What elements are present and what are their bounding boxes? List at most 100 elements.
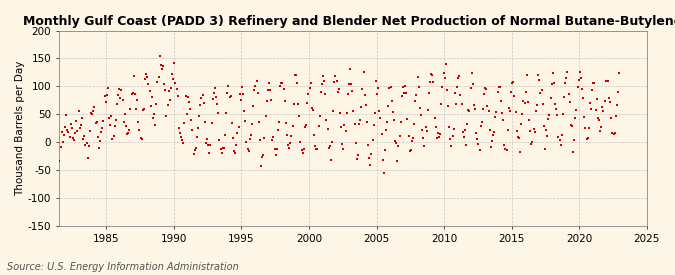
Point [562,70,573,75]
Point [242,147,253,151]
Point [151,102,162,106]
Point [219,133,230,137]
Point [302,101,313,106]
Point [532,102,543,107]
Point [177,138,188,142]
Point [458,135,469,139]
Point [543,117,554,121]
Point [389,139,400,143]
Point [531,109,541,113]
Point [605,100,616,104]
Point [554,138,565,142]
Point [396,94,407,98]
Point [136,137,147,141]
Point [401,90,412,95]
Point [175,131,186,136]
Point [123,130,134,135]
Point [211,95,221,99]
Point [323,145,334,150]
Point [221,111,232,115]
Point [142,75,153,79]
Point [375,116,386,120]
Point [171,87,182,91]
Point [79,134,90,138]
Point [263,81,274,86]
Point [517,112,528,116]
Point [332,90,343,95]
Point [51,146,61,150]
Point [217,146,228,151]
Point [192,135,202,139]
Point [435,132,446,136]
Point [273,120,284,124]
Point [512,128,522,133]
Point [356,104,367,109]
Point [338,147,349,152]
Point [340,129,351,133]
Point [561,76,572,80]
Point [427,73,437,78]
Point [196,96,207,100]
Point [186,118,196,122]
Point [383,103,394,108]
Point [296,148,307,153]
Point [328,109,339,113]
Point [570,116,580,120]
Point [173,125,184,130]
Point [512,135,523,139]
Point [429,115,440,120]
Point [408,136,418,140]
Point [199,120,210,124]
Point [485,145,496,149]
Point [325,144,335,148]
Point [184,100,194,104]
Point [453,76,464,81]
Point [106,113,117,118]
Point [319,79,329,83]
Point [269,147,280,151]
Point [441,88,452,92]
Point [250,83,261,88]
Point [566,124,577,128]
Point [416,128,427,132]
Point [223,84,234,88]
Point [587,87,597,92]
Point [200,141,211,145]
Point [497,111,508,116]
Point [526,142,537,146]
Point [66,126,77,131]
Point [482,104,493,108]
Point [239,109,250,113]
Point [589,80,600,85]
Point [109,124,120,129]
Point [317,82,327,86]
Point [209,91,219,96]
Point [233,125,244,130]
Point [371,79,381,83]
Point [352,157,362,161]
Point [369,111,380,116]
Point [117,98,128,102]
Point [68,136,78,140]
Point [293,101,304,106]
Point [331,79,342,83]
Point [138,108,148,112]
Point [409,122,420,127]
Point [347,88,358,93]
Point [275,84,286,88]
Point [360,103,371,107]
Point [578,96,589,101]
Point [214,138,225,142]
Point [381,128,392,132]
Point [412,75,423,79]
Point [607,131,618,135]
Point [549,101,560,106]
Point [470,106,481,111]
Point [537,101,548,106]
Point [286,134,297,138]
Point [162,103,173,108]
Point [312,147,323,151]
Y-axis label: Thousand Barrels per Day: Thousand Barrels per Day [15,60,25,196]
Point [47,139,58,143]
Point [428,79,439,84]
